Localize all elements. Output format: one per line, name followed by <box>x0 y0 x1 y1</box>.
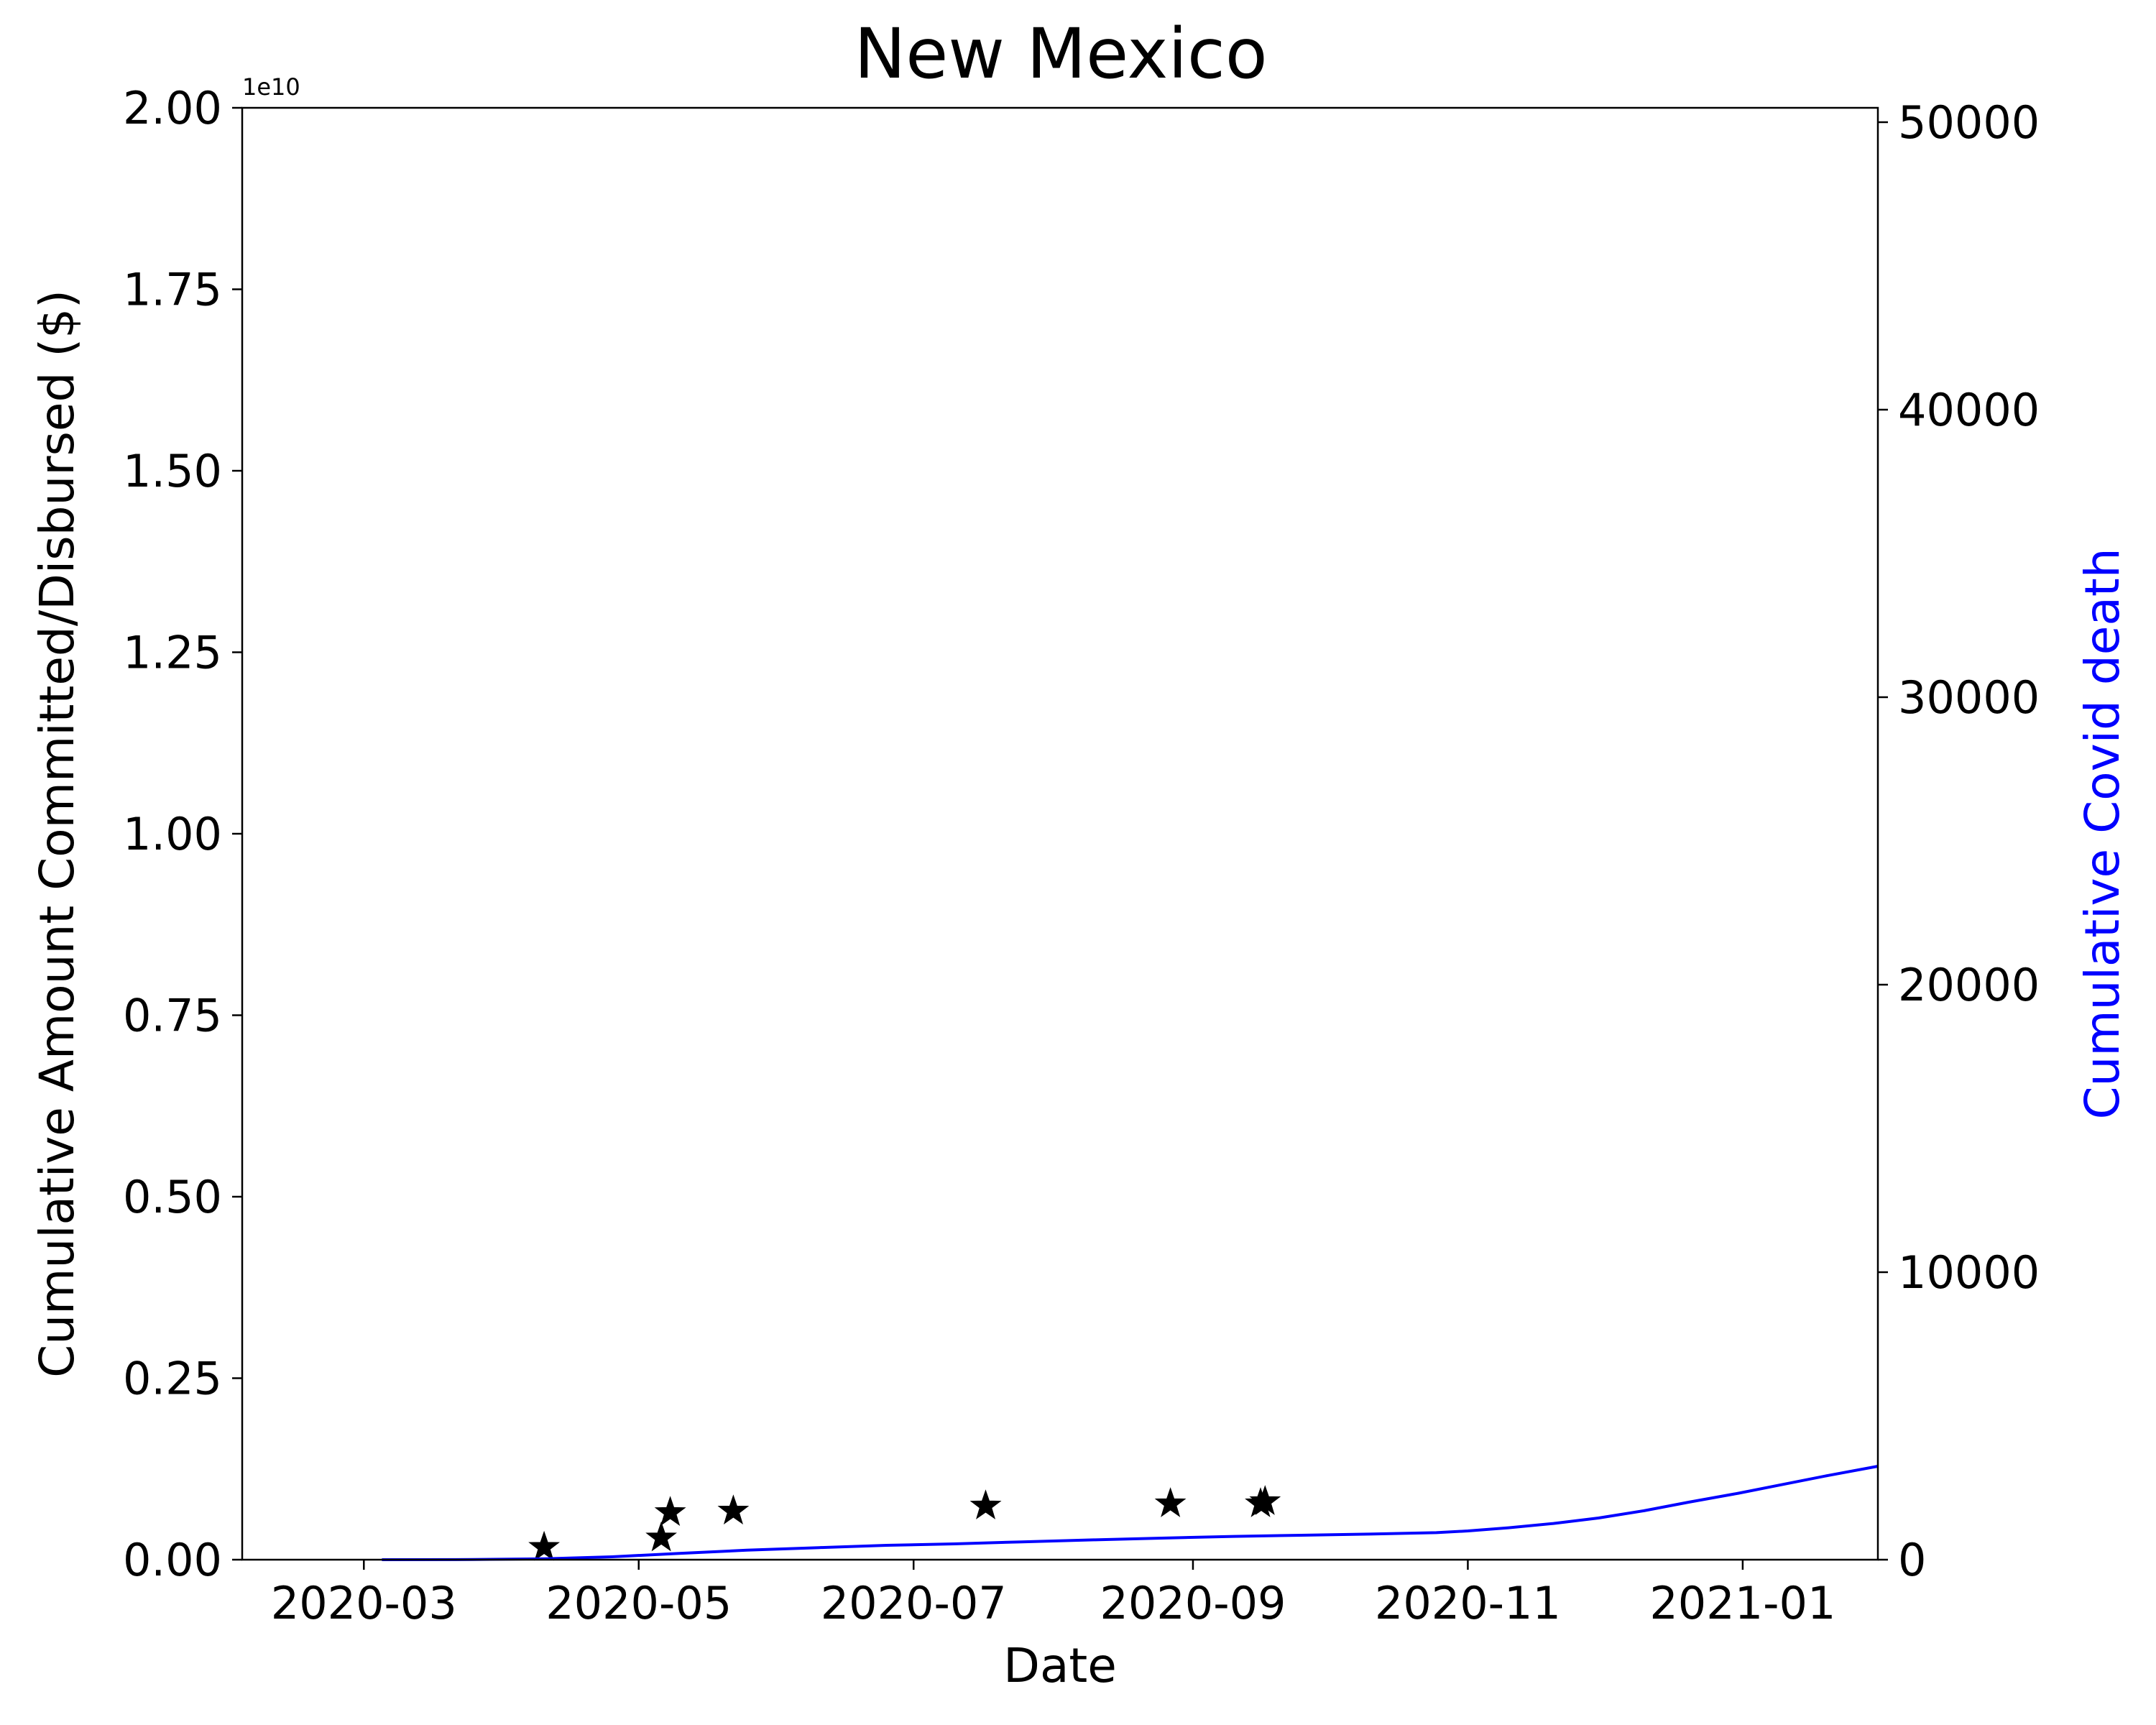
funding-star-marker <box>654 1496 686 1526</box>
x-axis-tick-label: 2020-07 <box>821 1577 1007 1629</box>
right-axis-tick-label: 10000 <box>1898 1246 2040 1299</box>
left-axis-tick-label: 1.75 <box>123 264 222 316</box>
funding-star-marker <box>528 1530 561 1561</box>
x-axis-tick-label: 2020-05 <box>545 1577 732 1629</box>
x-axis-tick-label: 2020-09 <box>1100 1577 1286 1629</box>
left-axis-tick-label: 1.50 <box>123 445 222 497</box>
left-axis-tick-label: 0.75 <box>123 990 222 1042</box>
x-axis-label: Date <box>1003 1638 1117 1693</box>
chart-title: New Mexico <box>854 14 1267 94</box>
covid-deaths-line <box>382 1465 1879 1561</box>
x-axis-tick-label: 2021-01 <box>1649 1577 1835 1629</box>
left-axis-offset-label: 1e10 <box>242 73 300 101</box>
left-axis-tick-label: 0.00 <box>123 1534 222 1586</box>
left-axis-tick-label: 1.25 <box>123 627 222 679</box>
right-axis-label: Cumulative Covid death <box>2075 548 2130 1119</box>
right-axis-tick-label: 40000 <box>1898 384 2040 436</box>
funding-star-marker <box>1154 1487 1187 1517</box>
funding-star-marker <box>969 1489 1002 1519</box>
left-axis-label: Cumulative Amount Committed/Disbursed ($… <box>29 290 85 1378</box>
left-axis-ticks: 0.00 0.25 0.50 0.75 1.00 1.25 1.50 1.75 2.00 <box>123 82 242 1586</box>
left-axis-tick-label: 0.50 <box>123 1171 222 1223</box>
left-axis-tick-label: 0.25 <box>123 1353 222 1405</box>
right-axis-tick-label: 0 <box>1898 1534 1926 1586</box>
left-axis-tick-label: 2.00 <box>123 82 222 134</box>
funding-star-marker <box>717 1494 750 1524</box>
right-axis-tick-label: 50000 <box>1898 96 2040 149</box>
funding-star-marker <box>1249 1485 1281 1515</box>
right-axis-ticks: 0 10000 20000 30000 40000 50000 <box>1878 96 2040 1586</box>
right-axis-tick-label: 30000 <box>1898 671 2040 724</box>
x-axis-tick-label: 2020-03 <box>271 1577 457 1629</box>
plot-content <box>382 1465 1879 1561</box>
x-axis-ticks: 2020-03 2020-05 2020-07 2020-09 2020-11 2021-… <box>271 1560 1835 1629</box>
x-axis-tick-label: 2020-11 <box>1375 1577 1561 1629</box>
left-axis-tick-label: 1.00 <box>123 808 222 860</box>
right-axis-tick-label: 20000 <box>1898 959 2040 1011</box>
funding-star-marker <box>645 1521 677 1552</box>
